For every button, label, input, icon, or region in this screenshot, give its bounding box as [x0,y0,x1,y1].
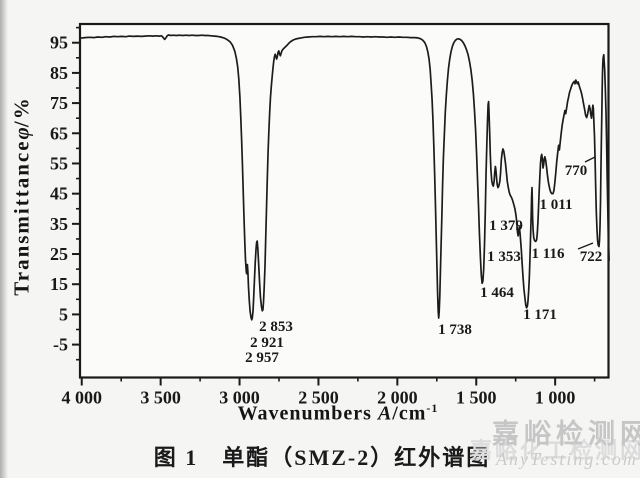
plot-frame [78,22,610,379]
scan-edge-shadow [0,0,8,478]
x-tick-label: 1 500 [456,388,497,408]
x-tick-label: 1 000 [535,388,576,408]
peak-annotation: 770 [565,163,588,179]
y-tick-label: 25 [50,244,68,264]
x-axis-title: Wavenumbers A/cm-1 [238,401,439,426]
x-axis-title-unit: /cm [392,402,427,425]
x-tick-label: 2 000 [377,388,418,408]
y-tick-label: 5 [59,304,68,324]
x-axis-title-exponent: -1 [426,401,439,415]
peak-leader-line [584,156,596,163]
y-tick-label: 75 [50,93,68,113]
x-tick-label: 3 000 [219,388,260,408]
y-tick-label: 45 [50,184,68,204]
x-tick-label: 4 000 [61,388,102,408]
y-axis-title-symbol: φ [9,127,34,140]
y-tick-label: 65 [50,123,68,143]
peak-annotation: 2 853 [259,319,293,335]
peak-annotation: 1 379 [489,218,523,234]
y-tick-label: 35 [50,214,68,234]
peak-annotation: 1 171 [523,307,557,323]
x-tick-label: 2 500 [298,388,339,408]
spectrum-curve [79,34,610,321]
peak-annotation: 1 353 [487,249,521,265]
y-tick-label: 95 [50,33,68,53]
x-axis-title-symbol: A [377,402,393,425]
peak-annotation: 722 [580,249,603,265]
x-axis-title-text: Wavenumbers [237,402,378,425]
y-tick-label: 15 [50,274,68,294]
peak-annotation: 1 464 [480,285,514,301]
y-tick-label: -5 [53,335,68,355]
peak-annotation: 1 011 [540,197,573,213]
peak-annotation: 2 957 [245,350,279,366]
peak-annotation: 2 921 [250,335,284,351]
figure-caption: 图 1 单酯（SMZ-2）红外谱图 [153,445,491,470]
y-axis-title: Transmittanceφ/% [10,96,35,295]
y-axis-title-unit: /% [9,96,34,128]
peak-annotation: 1 738 [438,322,472,338]
peak-annotation: 1 116 [532,246,565,262]
peak-leader-line [577,242,594,250]
y-tick-label: 55 [50,153,68,173]
x-tick-label: 3 500 [140,388,181,408]
y-tick-label: 85 [50,63,68,83]
y-axis-title-text: Transmittance [9,139,34,296]
